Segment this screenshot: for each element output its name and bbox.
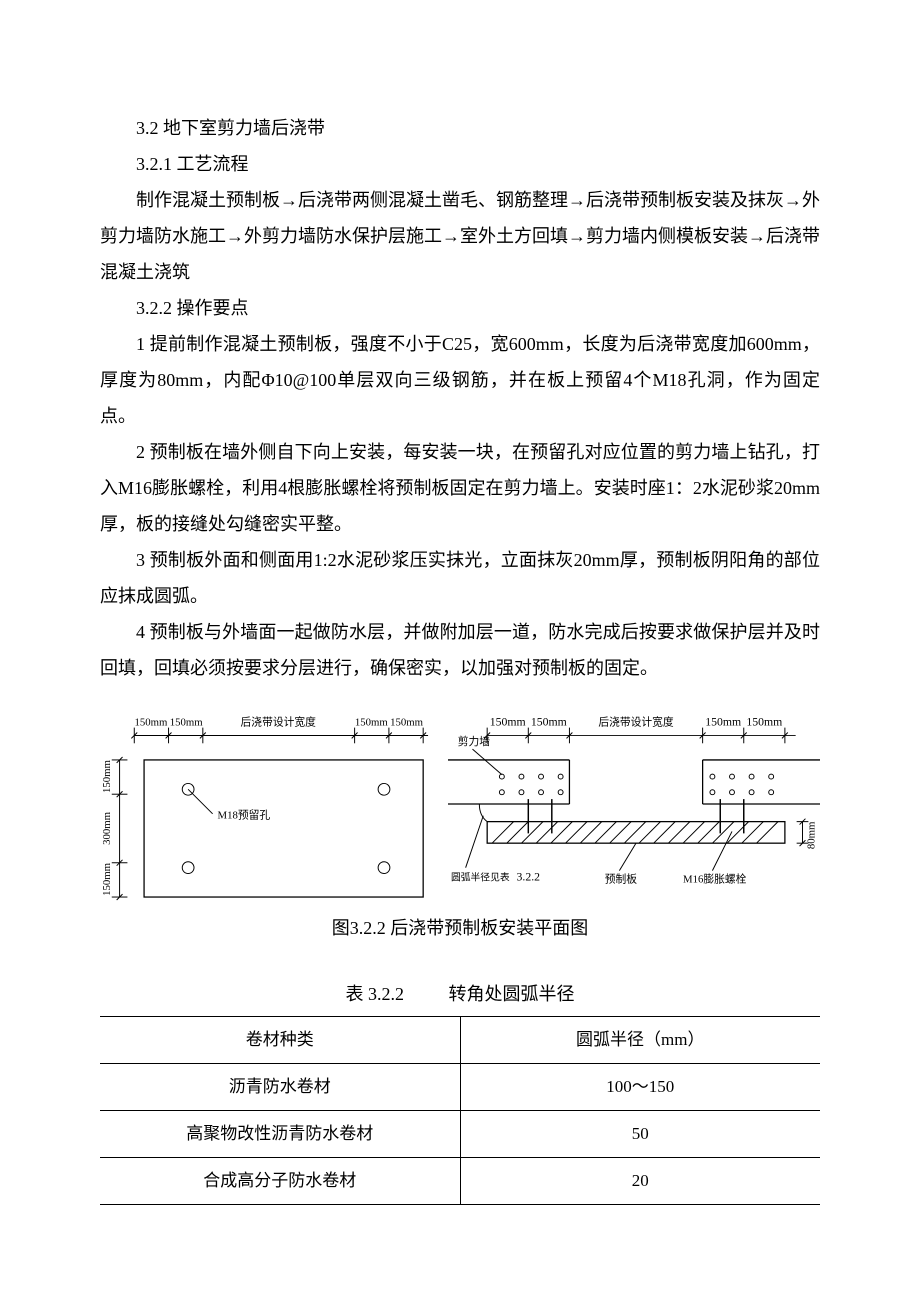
dim-top-4: 150mm — [390, 717, 424, 729]
figure-caption: 图3.2.2 后浇带预制板安装平面图 — [100, 910, 820, 946]
table-number: 表 3.2.2 — [346, 984, 405, 1004]
dim-top-3: 150mm — [355, 717, 389, 729]
operation-point-4: 4 预制板与外墙面一起做防水层，并做附加层一道，防水完成后按要求做保护层并及时回… — [100, 614, 820, 686]
table-row: 合成高分子防水卷材 20 — [100, 1158, 820, 1205]
figure-right-section: 150mm 150mm 后浇带设计宽度 150mm 150mm 剪力墙 — [448, 704, 820, 904]
arc-radius-table: 卷材种类 圆弧半径（mm） 沥青防水卷材 100～150 高聚物改性沥青防水卷材… — [100, 1016, 820, 1205]
cell-1-0: 高聚物改性沥青防水卷材 — [100, 1111, 460, 1158]
operation-point-3: 3 预制板外面和侧面用1:2水泥砂浆压实抹光，立面抹灰20mm厚，预制板阴阳角的… — [100, 542, 820, 614]
figure-container: 150mm 150mm 后浇带设计宽度 150mm 150mm 150mm 30… — [100, 704, 820, 904]
dim-top-2: 150mm — [170, 717, 204, 729]
process-flow-text: 制作混凝土预制板→后浇带两侧混凝土凿毛、钢筋整理→后浇带预制板安装及抹灰→外剪力… — [100, 182, 820, 290]
wall-label: 剪力墙 — [458, 735, 491, 748]
cell-2-1: 20 — [460, 1158, 820, 1205]
table-title: 表 3.2.2 转角处圆弧半径 — [100, 976, 820, 1012]
dim-r-4: 150mm — [746, 716, 782, 729]
arc-label-1: 圆弧半径见表 — [451, 870, 510, 883]
cell-0-1: 100～150 — [460, 1064, 820, 1111]
dim-left-1: 150mm — [101, 760, 113, 794]
table-row: 高聚物改性沥青防水卷材 50 — [100, 1111, 820, 1158]
section-heading-3-2-1: 3.2.1 工艺流程 — [100, 146, 820, 182]
cell-0-0: 沥青防水卷材 — [100, 1064, 460, 1111]
dim-r-1: 150mm — [490, 716, 526, 729]
table-name: 转角处圆弧半径 — [449, 984, 575, 1004]
dim-top-1: 150mm — [134, 717, 168, 729]
table-header-row: 卷材种类 圆弧半径（mm） — [100, 1017, 820, 1064]
panel-label: 预制板 — [605, 872, 638, 885]
dim-left-3: 150mm — [101, 862, 113, 896]
dim-r-center: 后浇带设计宽度 — [598, 716, 674, 729]
bolt-label: M16膨胀螺栓 — [683, 872, 747, 885]
operation-point-1: 1 提前制作混凝土预制板，强度不小于C25，宽600mm，长度为后浇带宽度加60… — [100, 326, 820, 434]
cell-1-1: 50 — [460, 1111, 820, 1158]
dim-r-3: 150mm — [705, 716, 741, 729]
cell-2-0: 合成高分子防水卷材 — [100, 1158, 460, 1205]
arc-label-2: 3.2.2 — [516, 870, 540, 883]
dim-left-2: 300mm — [101, 811, 113, 845]
dim-r-2: 150mm — [531, 716, 567, 729]
table-row: 沥青防水卷材 100～150 — [100, 1064, 820, 1111]
figure-left-plan: 150mm 150mm 后浇带设计宽度 150mm 150mm 150mm 30… — [100, 704, 438, 904]
col-header-1: 圆弧半径（mm） — [460, 1017, 820, 1064]
section-heading-3-2-2: 3.2.2 操作要点 — [100, 290, 820, 326]
col-header-0: 卷材种类 — [100, 1017, 460, 1064]
operation-point-2: 2 预制板在墙外侧自下向上安装，每安装一块，在预留孔对应位置的剪力墙上钻孔，打入… — [100, 434, 820, 542]
section-heading-3-2: 3.2 地下室剪力墙后浇带 — [100, 110, 820, 146]
dim-top-center: 后浇带设计宽度 — [241, 716, 317, 729]
dim-right-80: 80mm — [805, 821, 817, 849]
hole-label: M18预留孔 — [218, 809, 271, 822]
